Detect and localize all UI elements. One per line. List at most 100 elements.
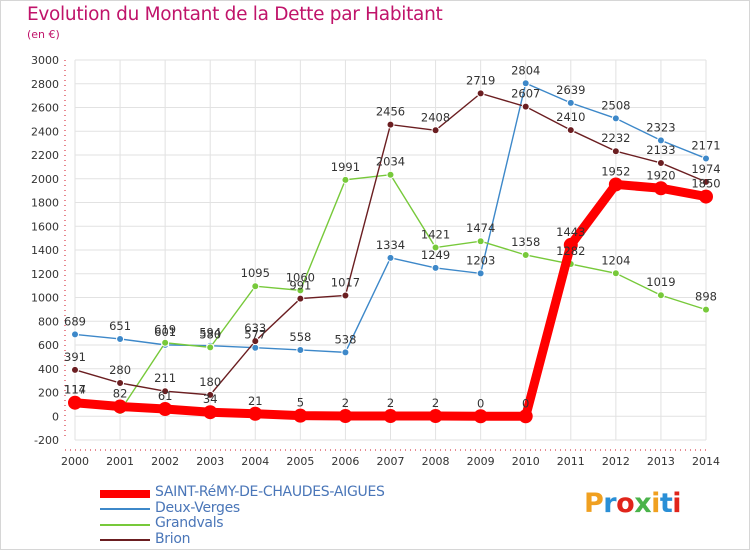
data-label: 619	[154, 323, 176, 337]
data-label: 898	[695, 290, 717, 304]
data-label: 580	[199, 327, 221, 341]
data-point	[71, 365, 79, 374]
x-tick-label: 2011	[557, 455, 585, 468]
data-label: 211	[154, 371, 176, 385]
data-label: 601	[154, 325, 176, 339]
chart-title: Evolution du Montant de la Dette par Hab…	[27, 4, 443, 25]
data-point	[113, 399, 128, 414]
data-label: 1991	[331, 160, 360, 174]
data-label: 2232	[601, 131, 630, 145]
y-tick-label: 2200	[31, 149, 59, 162]
legend-label: Grandvals	[155, 515, 224, 531]
x-tick-label: 2003	[196, 455, 224, 468]
x-tick-label: 2010	[512, 455, 540, 468]
data-label: 2607	[511, 87, 540, 101]
data-point	[431, 126, 440, 135]
y-tick-label: 1000	[31, 292, 59, 305]
y-tick-label: 2000	[31, 173, 59, 186]
data-point	[473, 409, 488, 424]
data-label: 1019	[646, 275, 675, 289]
data-label: 538	[334, 332, 356, 346]
data-point	[296, 294, 305, 303]
data-point	[611, 269, 620, 278]
data-label: 117	[64, 382, 86, 396]
data-point	[656, 291, 665, 300]
x-tick-label: 2005	[286, 455, 314, 468]
data-label: 0	[477, 396, 484, 410]
y-tick-label: -200	[34, 434, 59, 447]
data-point	[341, 175, 350, 184]
data-label: 1095	[241, 266, 270, 280]
x-tick-label: 2001	[106, 455, 134, 468]
data-label: 61	[158, 389, 173, 403]
data-label: 991	[289, 279, 311, 293]
y-tick-label: 2600	[31, 102, 59, 115]
data-point	[476, 237, 485, 246]
data-label: 2133	[646, 143, 675, 157]
x-tick-label: 2014	[692, 455, 720, 468]
x-tick-label: 2000	[61, 455, 89, 468]
y-tick-label: 800	[38, 315, 59, 328]
data-label: 1920	[646, 168, 675, 182]
data-point	[341, 348, 350, 357]
data-point	[608, 177, 623, 192]
data-label: 1474	[466, 221, 495, 235]
data-point	[476, 89, 485, 98]
data-label: 2804	[511, 63, 540, 77]
data-label: 2171	[691, 138, 720, 152]
logo-letter: i	[672, 488, 682, 519]
data-point	[566, 126, 575, 135]
data-point	[161, 338, 170, 347]
x-tick-label: 2008	[422, 455, 450, 468]
data-label: 633	[244, 321, 266, 335]
data-label: 1017	[331, 275, 360, 289]
data-label: 689	[64, 314, 86, 328]
data-point	[293, 408, 308, 423]
data-point	[431, 263, 440, 272]
data-point	[206, 390, 215, 399]
data-label: 2508	[601, 98, 630, 112]
logo-letter: x	[634, 488, 652, 519]
data-point	[521, 79, 530, 88]
data-point	[476, 269, 485, 278]
data-label: 1060	[286, 270, 315, 284]
logo-letter: t	[659, 488, 673, 519]
logo-letter: i	[651, 488, 660, 519]
logo-letter: o	[616, 488, 635, 519]
data-point	[296, 286, 305, 295]
data-label: 2456	[376, 105, 405, 119]
x-tick-label: 2012	[602, 455, 630, 468]
data-label: 1421	[421, 228, 450, 242]
y-tick-label: 1600	[31, 220, 59, 233]
y-tick-label: 1400	[31, 244, 59, 257]
y-tick-label: 400	[38, 363, 59, 376]
data-point	[566, 98, 575, 107]
data-point	[653, 181, 668, 196]
data-point	[296, 345, 305, 354]
data-point	[656, 158, 665, 167]
data-label: 2719	[466, 73, 495, 87]
axes	[64, 60, 706, 451]
logo-letter: P	[584, 488, 604, 519]
data-point	[611, 147, 620, 156]
data-label: 2	[432, 396, 439, 410]
data-point	[656, 136, 665, 145]
y-tick-label: 1800	[31, 197, 59, 210]
data-label: 651	[109, 319, 131, 333]
data-labels: 114 82 61 34 21 5 2 2 2 0 0 1443 1952 1920 1850 689 651 6…	[64, 63, 721, 410]
y-tick-labels: -200 0 200 400 600 800 1000 1200 1400 1600 1800 200…	[31, 54, 59, 447]
gridlines	[74, 59, 707, 441]
data-point	[68, 395, 82, 410]
x-tick-label: 2013	[647, 455, 675, 468]
data-point	[158, 402, 173, 417]
data-label: 2	[387, 396, 394, 410]
data-label: 2323	[646, 120, 675, 134]
data-label: 2410	[556, 110, 585, 124]
data-label: 391	[64, 350, 86, 364]
data-point	[521, 102, 530, 111]
data-point	[251, 343, 260, 352]
data-point	[611, 114, 620, 123]
data-label: 2034	[376, 155, 405, 169]
